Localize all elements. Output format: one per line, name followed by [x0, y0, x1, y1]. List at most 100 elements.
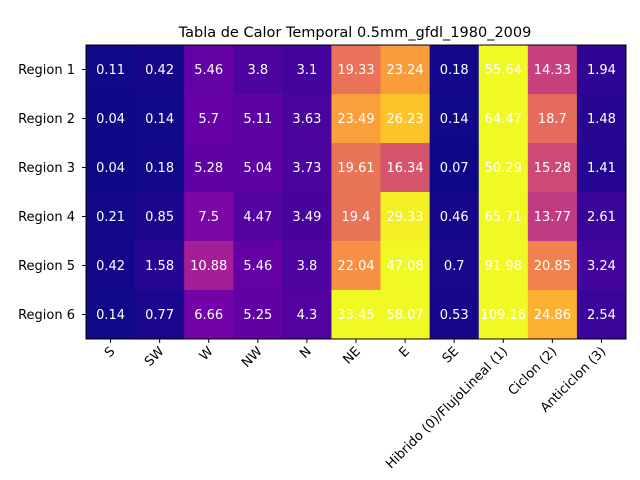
- cell-value-label: 50.29: [485, 161, 522, 176]
- heatmap-cell: [135, 143, 185, 193]
- cell-value-label: 3.24: [587, 259, 616, 274]
- heatmap-cell: [331, 143, 382, 193]
- heatmap-cell: [331, 94, 382, 144]
- heatmap-cell: [576, 241, 627, 291]
- cell-value-label: 16.34: [386, 161, 423, 176]
- heatmap-cell: [86, 143, 136, 193]
- heatmap-cell: [576, 94, 627, 144]
- heatmap-cells: [86, 45, 627, 340]
- heatmap-cell: [184, 94, 234, 144]
- cell-value-label: 5.04: [243, 161, 272, 176]
- cell-value-label: 0.53: [440, 308, 469, 323]
- heatmap-cell: [380, 94, 431, 144]
- heatmap-cell: [282, 143, 332, 193]
- heatmap-cell: [576, 143, 627, 193]
- heatmap-cell: [527, 192, 578, 242]
- cell-value-label: 55.64: [485, 63, 522, 78]
- heatmap-cell: [380, 241, 431, 291]
- cell-value-label: 0.18: [145, 161, 174, 176]
- heatmap-cell: [184, 45, 234, 95]
- cell-value-label: 109.16: [481, 308, 527, 323]
- heatmap-cell: [331, 45, 382, 95]
- cell-value-label: 0.42: [145, 63, 174, 78]
- x-tick-label: S: [102, 344, 118, 360]
- cell-value-label: 5.25: [243, 308, 272, 323]
- cell-value-label: 5.11: [243, 112, 272, 127]
- cell-value-label: 0.11: [96, 63, 125, 78]
- heatmap-cell: [86, 94, 136, 144]
- heatmap-cell: [576, 290, 627, 340]
- heatmap-cell: [527, 290, 578, 340]
- heatmap-cell: [135, 241, 185, 291]
- x-tick-label: W: [197, 344, 217, 364]
- cell-value-label: 91.98: [485, 259, 522, 274]
- cell-value-label: 0.42: [96, 259, 125, 274]
- heatmap-cell: [184, 143, 234, 193]
- cell-value-label: 10.88: [190, 259, 227, 274]
- cell-value-label: 19.61: [337, 161, 374, 176]
- cell-value-label: 4.3: [297, 308, 318, 323]
- cell-value-label: 5.46: [243, 259, 272, 274]
- cell-value-label: 19.4: [342, 210, 371, 225]
- heatmap-cell: [576, 192, 627, 242]
- heatmap-cell: [380, 45, 431, 95]
- cell-value-label: 0.04: [96, 112, 125, 127]
- x-tick-label: NW: [239, 344, 266, 371]
- cell-value-label: 1.58: [145, 259, 174, 274]
- chart-title: Tabla de Calor Temporal 0.5mm_gfdl_1980_…: [178, 25, 532, 41]
- x-tick-label: SE: [440, 344, 462, 366]
- cell-value-label: 13.77: [534, 210, 571, 225]
- heatmap-cell: [380, 192, 431, 242]
- cell-value-label: 2.61: [587, 210, 616, 225]
- heatmap-cell: [478, 290, 529, 340]
- heatmap-cell: [233, 45, 283, 95]
- cell-value-label: 5.7: [198, 112, 219, 127]
- heatmap-cell: [135, 45, 185, 95]
- heatmap-cell: [380, 143, 431, 193]
- y-tick-label: Region 3: [18, 161, 75, 176]
- cell-value-label: 5.28: [194, 161, 223, 176]
- cell-value-label: 2.54: [587, 308, 616, 323]
- heatmap-cell: [282, 45, 332, 95]
- cell-value-label: 24.86: [534, 308, 571, 323]
- cell-value-label: 1.41: [587, 161, 616, 176]
- cell-value-label: 19.33: [337, 63, 374, 78]
- heatmap-cell: [86, 290, 136, 340]
- heatmap-cell: [331, 290, 382, 340]
- heatmap-cell: [282, 290, 332, 340]
- heatmap-cell: [478, 143, 529, 193]
- cell-value-label: 26.23: [386, 112, 423, 127]
- y-tick-label: Region 1: [18, 63, 75, 78]
- cell-value-label: 47.08: [386, 259, 423, 274]
- cell-value-label: 7.5: [198, 210, 219, 225]
- y-tick-label: Region 6: [18, 308, 75, 323]
- cell-value-label: 5.46: [194, 63, 223, 78]
- heatmap-cell: [478, 94, 529, 144]
- heatmap-cell: [331, 241, 382, 291]
- x-tick-label: SW: [142, 344, 168, 370]
- heatmap-cell: [478, 241, 529, 291]
- cell-value-label: 0.85: [145, 210, 174, 225]
- y-tick-label: Region 2: [18, 112, 75, 127]
- heatmap-cell: [86, 241, 136, 291]
- cell-value-label: 0.18: [440, 63, 469, 78]
- heatmap-cell: [429, 192, 480, 242]
- cell-value-label: 6.66: [194, 308, 223, 323]
- cell-value-label: 0.77: [145, 308, 174, 323]
- heatmap-cell: [527, 143, 578, 193]
- y-axis: Region 1 Region 2 Region 3 Region 4 Region 5…: [18, 63, 86, 323]
- heatmap-cell: [282, 192, 332, 242]
- cell-value-label: 15.28: [534, 161, 571, 176]
- heatmap-cell: [429, 290, 480, 340]
- heatmap-cell: [184, 290, 234, 340]
- heatmap-cell: [527, 241, 578, 291]
- heatmap-cell: [527, 45, 578, 95]
- cell-value-label: 0.7: [444, 259, 465, 274]
- heatmap-cell: [576, 45, 627, 95]
- heatmap-cell: [135, 94, 185, 144]
- cell-value-label: 3.8: [297, 259, 318, 274]
- cell-value-label: 3.8: [247, 63, 268, 78]
- cell-value-label: 14.33: [534, 63, 571, 78]
